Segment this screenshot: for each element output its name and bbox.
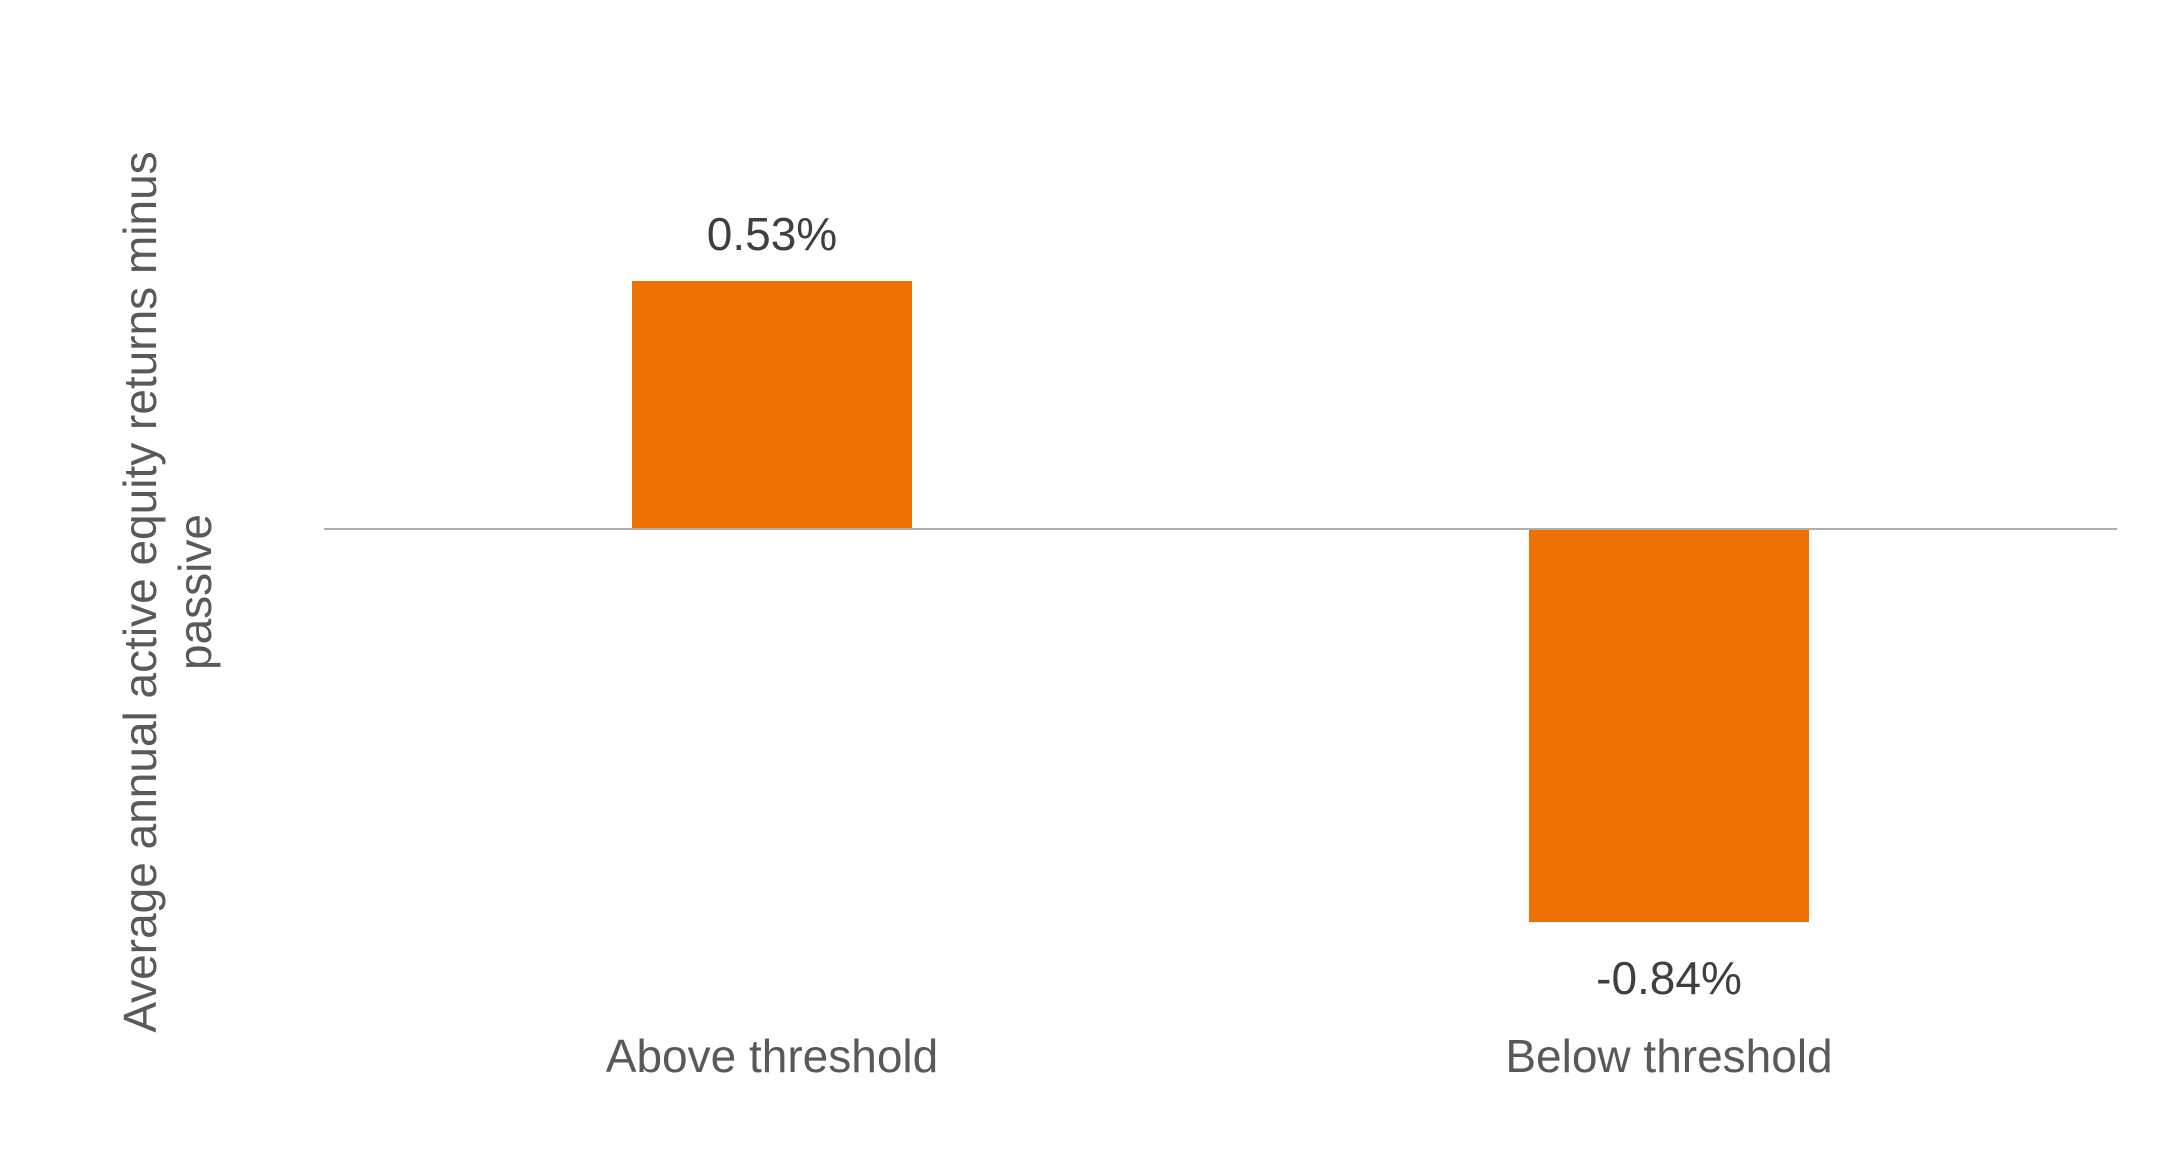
y-axis-title: Average annual active equity returns min… xyxy=(113,151,221,1033)
bar-above-threshold xyxy=(632,281,912,529)
value-label-below-threshold: -0.84% xyxy=(1596,952,1742,1004)
category-label-below-threshold: Below threshold xyxy=(1505,1030,1833,1082)
bar-below-threshold xyxy=(1529,529,1809,922)
zero-axis-line xyxy=(324,528,2117,530)
category-label-above-threshold: Above threshold xyxy=(605,1030,939,1082)
value-label-above-threshold: 0.53% xyxy=(706,208,838,260)
